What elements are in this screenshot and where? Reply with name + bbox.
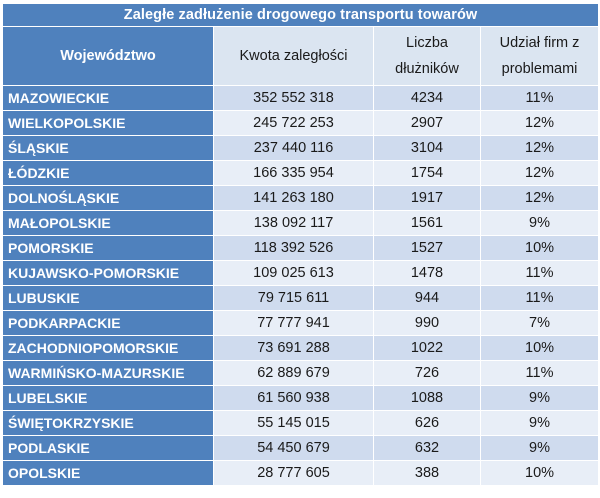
region-cell: WARMIŃSKO-MAZURSKIE (2, 360, 214, 386)
table-row: ŚLĄSKIE 237 440 116 3104 12% (2, 135, 600, 161)
header-amount: Kwota zaległości (213, 26, 374, 86)
table-row: ŁÓDZKIE 166 335 954 1754 12% (2, 160, 600, 186)
table-row: MAZOWIECKIE 352 552 318 4234 11% (2, 85, 600, 111)
table-row: KUJAWSKO-POMORSKIE 109 025 613 1478 11% (2, 260, 600, 286)
region-cell: ŚLĄSKIE (2, 135, 214, 161)
share-cell: 12% (479, 185, 600, 211)
region-cell: OPOLSKIE (2, 460, 214, 486)
debtors-cell: 632 (373, 435, 481, 461)
region-cell: POMORSKIE (2, 235, 214, 261)
share-cell: 12% (479, 160, 600, 186)
amount-cell: 28 777 605 (213, 460, 374, 486)
debtors-cell: 944 (373, 285, 481, 311)
amount-cell: 245 722 253 (213, 110, 374, 136)
amount-cell: 166 335 954 (213, 160, 374, 186)
table-title: Zaległe zadłużenie drogowego transportu … (1, 3, 600, 27)
region-cell: WIELKOPOLSKIE (2, 110, 214, 136)
share-cell: 11% (479, 360, 600, 386)
amount-cell: 77 777 941 (213, 310, 374, 336)
amount-cell: 55 145 015 (213, 410, 374, 436)
amount-cell: 141 263 180 (213, 185, 374, 211)
debtors-cell: 1561 (373, 210, 481, 236)
amount-cell: 237 440 116 (213, 135, 374, 161)
region-cell: PODLASKIE (2, 435, 214, 461)
region-cell: KUJAWSKO-POMORSKIE (2, 260, 214, 286)
table-row: WARMIŃSKO-MAZURSKIE 62 889 679 726 11% (2, 360, 600, 386)
share-cell: 7% (479, 310, 600, 336)
table-row: OPOLSKIE 28 777 605 388 10% (2, 460, 600, 486)
amount-cell: 109 025 613 (213, 260, 374, 286)
table-header-row: Województwo Kwota zaległości Liczba dłużn… (2, 26, 600, 86)
debtors-cell: 726 (373, 360, 481, 386)
share-cell: 11% (479, 260, 600, 286)
header-share-line2: problemami (501, 61, 578, 77)
table-row: LUBELSKIE 61 560 938 1088 9% (2, 385, 600, 411)
debtors-cell: 1022 (373, 335, 481, 361)
amount-cell: 62 889 679 (213, 360, 374, 386)
debtors-cell: 1754 (373, 160, 481, 186)
region-cell: MAŁOPOLSKIE (2, 210, 214, 236)
debtors-cell: 626 (373, 410, 481, 436)
debtors-cell: 1527 (373, 235, 481, 261)
debtors-cell: 1917 (373, 185, 481, 211)
debtors-cell: 990 (373, 310, 481, 336)
amount-cell: 61 560 938 (213, 385, 374, 411)
table-row: LUBUSKIE 79 715 611 944 11% (2, 285, 600, 311)
share-cell: 12% (479, 135, 600, 161)
header-debtors: Liczba dłużników (373, 26, 481, 86)
header-share: Udział firm z problemami (479, 26, 600, 86)
share-cell: 12% (479, 110, 600, 136)
share-cell: 9% (479, 210, 600, 236)
amount-cell: 352 552 318 (213, 85, 374, 111)
debtors-cell: 3104 (373, 135, 481, 161)
debtors-cell: 1478 (373, 260, 481, 286)
debt-table: Zaległe zadłużenie drogowego transportu … (1, 3, 600, 486)
header-share-line1: Udział firm z (499, 35, 580, 51)
region-cell: ŁÓDZKIE (2, 160, 214, 186)
share-cell: 9% (479, 385, 600, 411)
debt-table-container: Zaległe zadłużenie drogowego transportu … (1, 3, 600, 486)
region-cell: DOLNOŚLĄSKIE (2, 185, 214, 211)
header-debtors-line1: Liczba (406, 35, 448, 51)
share-cell: 9% (479, 435, 600, 461)
table-row: WIELKOPOLSKIE 245 722 253 2907 12% (2, 110, 600, 136)
debtors-cell: 4234 (373, 85, 481, 111)
table-row: MAŁOPOLSKIE 138 092 117 1561 9% (2, 210, 600, 236)
region-cell: LUBUSKIE (2, 285, 214, 311)
table-row: POMORSKIE 118 392 526 1527 10% (2, 235, 600, 261)
header-debtors-line2: dłużników (395, 61, 459, 77)
table-row: DOLNOŚLĄSKIE 141 263 180 1917 12% (2, 185, 600, 211)
debtors-cell: 388 (373, 460, 481, 486)
table-title-row: Zaległe zadłużenie drogowego transportu … (1, 3, 600, 27)
region-cell: PODKARPACKIE (2, 310, 214, 336)
amount-cell: 138 092 117 (213, 210, 374, 236)
debtors-cell: 2907 (373, 110, 481, 136)
table-row: PODKARPACKIE 77 777 941 990 7% (2, 310, 600, 336)
debtors-cell: 1088 (373, 385, 481, 411)
table-row: ZACHODNIOPOMORSKIE 73 691 288 1022 10% (2, 335, 600, 361)
share-cell: 10% (479, 335, 600, 361)
table-row: PODLASKIE 54 450 679 632 9% (2, 435, 600, 461)
share-cell: 10% (479, 235, 600, 261)
amount-cell: 54 450 679 (213, 435, 374, 461)
table-row: ŚWIĘTOKRZYSKIE 55 145 015 626 9% (2, 410, 600, 436)
region-cell: ŚWIĘTOKRZYSKIE (2, 410, 214, 436)
share-cell: 11% (479, 285, 600, 311)
region-cell: ZACHODNIOPOMORSKIE (2, 335, 214, 361)
amount-cell: 73 691 288 (213, 335, 374, 361)
share-cell: 9% (479, 410, 600, 436)
header-region: Województwo (2, 26, 214, 86)
region-cell: MAZOWIECKIE (2, 85, 214, 111)
share-cell: 11% (479, 85, 600, 111)
region-cell: LUBELSKIE (2, 385, 214, 411)
share-cell: 10% (479, 460, 600, 486)
amount-cell: 79 715 611 (213, 285, 374, 311)
amount-cell: 118 392 526 (213, 235, 374, 261)
